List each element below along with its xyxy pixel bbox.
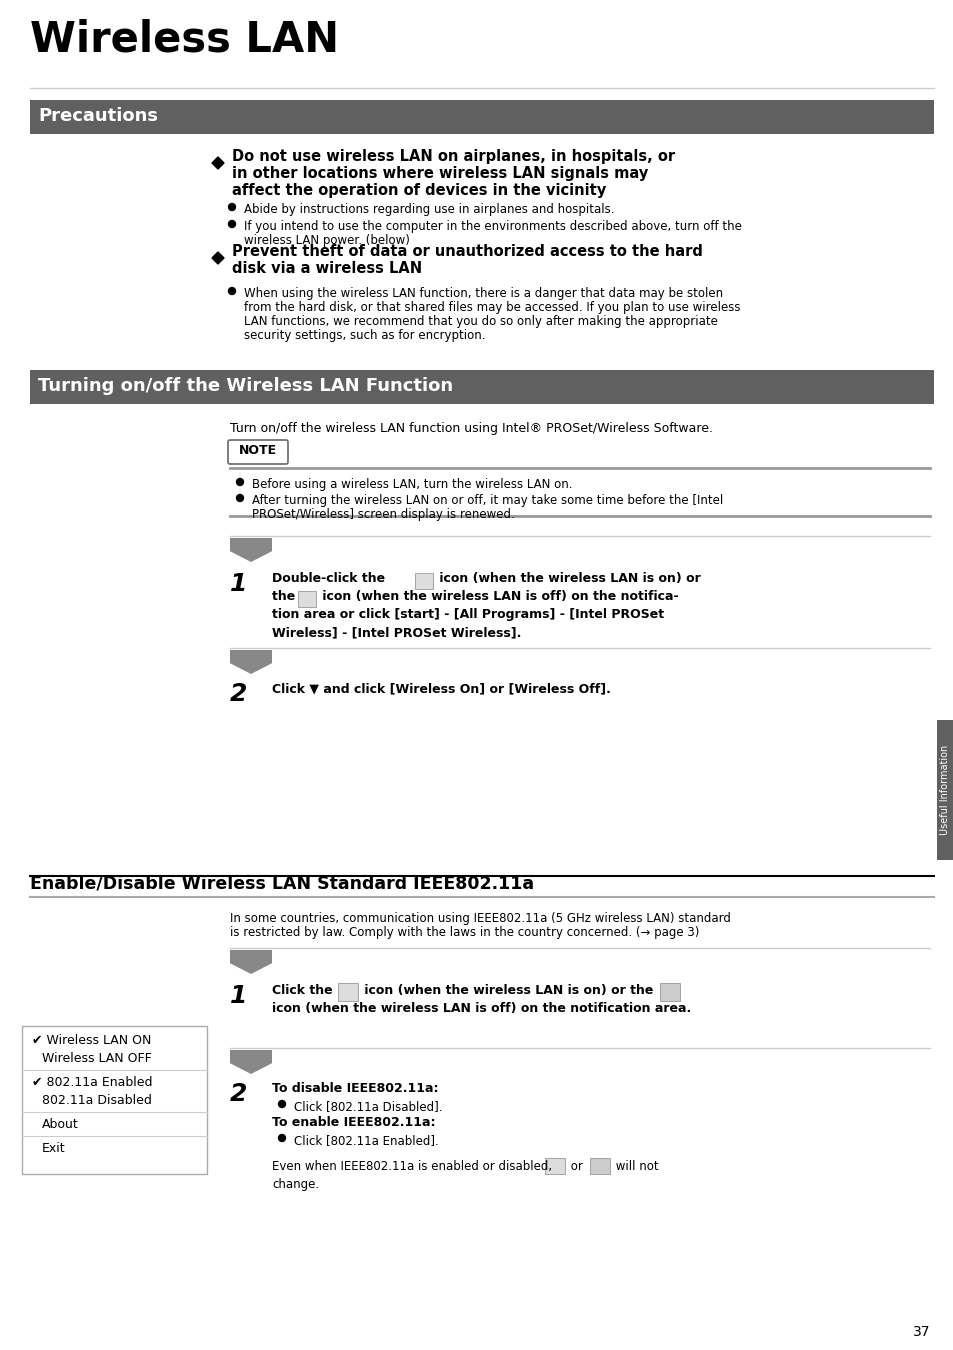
Circle shape: [236, 478, 243, 486]
Text: Do not use wireless LAN on airplanes, in hospitals, or: Do not use wireless LAN on airplanes, in…: [232, 148, 675, 163]
Polygon shape: [230, 539, 272, 562]
Text: in other locations where wireless LAN signals may: in other locations where wireless LAN si…: [232, 166, 648, 181]
Text: Double-click the: Double-click the: [272, 572, 389, 585]
Circle shape: [278, 1134, 285, 1142]
Text: Turn on/off the wireless LAN function using Intel® PROSet/Wireless Software.: Turn on/off the wireless LAN function us…: [230, 423, 712, 435]
Text: Useful Information: Useful Information: [939, 745, 949, 836]
Text: To enable IEEE802.11a:: To enable IEEE802.11a:: [272, 1116, 435, 1129]
Text: Before using a wireless LAN, turn the wireless LAN on.: Before using a wireless LAN, turn the wi…: [252, 478, 572, 491]
Text: change.: change.: [272, 1179, 319, 1191]
Text: ✔ Wireless LAN ON: ✔ Wireless LAN ON: [32, 1034, 152, 1048]
Text: LAN functions, we recommend that you do so only after making the appropriate: LAN functions, we recommend that you do …: [244, 315, 717, 328]
Text: icon (when the wireless LAN is on) or: icon (when the wireless LAN is on) or: [435, 572, 700, 585]
FancyBboxPatch shape: [228, 440, 288, 464]
Polygon shape: [230, 1050, 272, 1075]
Text: ✔ 802.11a Enabled: ✔ 802.11a Enabled: [32, 1076, 152, 1089]
Bar: [297, 591, 315, 608]
Text: wireless LAN power. (below): wireless LAN power. (below): [244, 234, 410, 247]
Text: security settings, such as for encryption.: security settings, such as for encryptio…: [244, 329, 485, 342]
Text: 1: 1: [230, 572, 247, 595]
Text: Click [802.11a Enabled].: Click [802.11a Enabled].: [294, 1134, 438, 1148]
Text: About: About: [42, 1118, 79, 1131]
Text: Enable/Disable Wireless LAN Standard IEEE802.11a: Enable/Disable Wireless LAN Standard IEE…: [30, 875, 534, 892]
Bar: [30, 100, 933, 134]
Bar: [589, 1158, 609, 1174]
Circle shape: [229, 204, 235, 211]
Text: Wireless] - [Intel PROSet Wireless].: Wireless] - [Intel PROSet Wireless].: [272, 626, 521, 639]
Text: affect the operation of devices in the vicinity: affect the operation of devices in the v…: [232, 184, 605, 198]
Polygon shape: [212, 157, 224, 169]
Circle shape: [236, 494, 243, 501]
Text: will not: will not: [612, 1160, 658, 1173]
Text: icon (when the wireless LAN is on) or the: icon (when the wireless LAN is on) or th…: [359, 984, 657, 998]
Text: If you intend to use the computer in the environments described above, turn off : If you intend to use the computer in the…: [244, 220, 741, 234]
Circle shape: [229, 288, 235, 294]
Text: To disable IEEE802.11a:: To disable IEEE802.11a:: [272, 1081, 438, 1095]
Polygon shape: [230, 649, 272, 674]
Text: 37: 37: [911, 1324, 929, 1339]
Text: 1: 1: [230, 984, 247, 1008]
Bar: [415, 572, 433, 589]
Text: Wireless LAN OFF: Wireless LAN OFF: [42, 1052, 152, 1065]
Text: NOTE: NOTE: [238, 444, 276, 458]
Text: Click [802.11a Disabled].: Click [802.11a Disabled].: [294, 1100, 442, 1112]
Circle shape: [278, 1100, 285, 1107]
Polygon shape: [230, 950, 272, 973]
Text: disk via a wireless LAN: disk via a wireless LAN: [232, 261, 421, 275]
Text: Abide by instructions regarding use in airplanes and hospitals.: Abide by instructions regarding use in a…: [244, 202, 614, 216]
Text: is restricted by law. Comply with the laws in the country concerned. (→ page 3): is restricted by law. Comply with the la…: [230, 926, 699, 940]
Text: Wireless LAN: Wireless LAN: [30, 18, 338, 59]
Text: Precautions: Precautions: [38, 107, 158, 126]
Text: from the hard disk, or that shared files may be accessed. If you plan to use wir: from the hard disk, or that shared files…: [244, 301, 740, 315]
Text: Exit: Exit: [42, 1142, 66, 1156]
Bar: [337, 983, 357, 1000]
Circle shape: [229, 220, 235, 228]
Bar: [30, 370, 933, 404]
Text: Even when IEEE802.11a is enabled or disabled,: Even when IEEE802.11a is enabled or disa…: [272, 1160, 556, 1173]
Text: Click ▼ and click [Wireless On] or [Wireless Off].: Click ▼ and click [Wireless On] or [Wire…: [272, 682, 610, 695]
Text: icon (when the wireless LAN is off) on the notifica-: icon (when the wireless LAN is off) on t…: [317, 590, 678, 603]
Text: When using the wireless LAN function, there is a danger that data may be stolen: When using the wireless LAN function, th…: [244, 288, 722, 300]
Text: 802.11a Disabled: 802.11a Disabled: [42, 1094, 152, 1107]
Polygon shape: [212, 252, 224, 265]
Text: the: the: [272, 590, 299, 603]
Text: tion area or click [start] - [All Programs] - [Intel PROSet: tion area or click [start] - [All Progra…: [272, 608, 663, 621]
Text: After turning the wireless LAN on or off, it may take some time before the [Inte: After turning the wireless LAN on or off…: [252, 494, 722, 508]
Text: 2: 2: [230, 682, 247, 706]
Bar: [544, 1158, 564, 1174]
Text: Turning on/off the Wireless LAN Function: Turning on/off the Wireless LAN Function: [38, 377, 453, 396]
Text: 2: 2: [230, 1081, 247, 1106]
Bar: [936, 720, 953, 860]
Text: In some countries, communication using IEEE802.11a (5 GHz wireless LAN) standard: In some countries, communication using I…: [230, 913, 730, 925]
Bar: [659, 983, 679, 1000]
Text: Prevent theft of data or unauthorized access to the hard: Prevent theft of data or unauthorized ac…: [232, 244, 702, 259]
Text: or: or: [566, 1160, 586, 1173]
Text: icon (when the wireless LAN is off) on the notification area.: icon (when the wireless LAN is off) on t…: [272, 1002, 691, 1015]
Bar: [22, 1026, 207, 1174]
Text: Click the: Click the: [272, 984, 336, 998]
Text: PROSet/Wireless] screen display is renewed.: PROSet/Wireless] screen display is renew…: [252, 508, 515, 521]
